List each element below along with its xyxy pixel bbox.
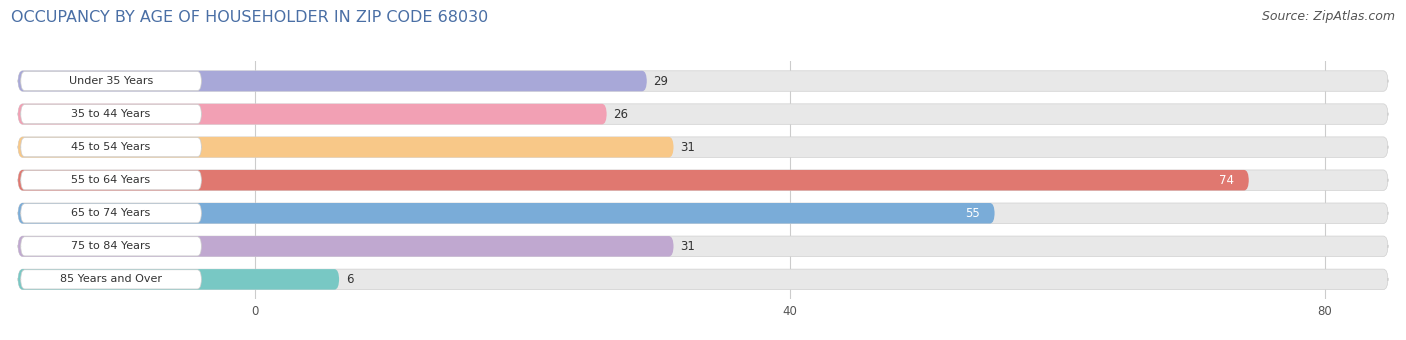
FancyBboxPatch shape bbox=[18, 269, 339, 290]
Text: OCCUPANCY BY AGE OF HOUSEHOLDER IN ZIP CODE 68030: OCCUPANCY BY AGE OF HOUSEHOLDER IN ZIP C… bbox=[11, 10, 488, 25]
FancyBboxPatch shape bbox=[18, 71, 1388, 91]
FancyBboxPatch shape bbox=[21, 237, 201, 256]
FancyBboxPatch shape bbox=[18, 203, 1388, 223]
FancyBboxPatch shape bbox=[18, 104, 1388, 124]
FancyBboxPatch shape bbox=[18, 137, 673, 157]
FancyBboxPatch shape bbox=[18, 104, 606, 124]
FancyBboxPatch shape bbox=[21, 171, 201, 190]
FancyBboxPatch shape bbox=[18, 137, 1388, 157]
FancyBboxPatch shape bbox=[21, 204, 201, 223]
FancyBboxPatch shape bbox=[18, 71, 647, 91]
FancyBboxPatch shape bbox=[21, 71, 201, 91]
Text: 31: 31 bbox=[681, 141, 695, 154]
Text: 85 Years and Over: 85 Years and Over bbox=[60, 274, 162, 284]
FancyBboxPatch shape bbox=[18, 236, 1388, 257]
FancyBboxPatch shape bbox=[18, 203, 994, 223]
FancyBboxPatch shape bbox=[21, 270, 201, 289]
Text: 75 to 84 Years: 75 to 84 Years bbox=[72, 241, 150, 251]
FancyBboxPatch shape bbox=[21, 104, 201, 124]
Text: 26: 26 bbox=[613, 107, 628, 121]
Text: 65 to 74 Years: 65 to 74 Years bbox=[72, 208, 150, 218]
FancyBboxPatch shape bbox=[18, 236, 673, 257]
Text: 6: 6 bbox=[346, 273, 353, 286]
Text: 45 to 54 Years: 45 to 54 Years bbox=[72, 142, 150, 152]
Text: 29: 29 bbox=[654, 74, 668, 87]
FancyBboxPatch shape bbox=[18, 170, 1249, 190]
Text: 31: 31 bbox=[681, 240, 695, 253]
FancyBboxPatch shape bbox=[18, 170, 1388, 190]
FancyBboxPatch shape bbox=[18, 269, 1388, 290]
Text: 35 to 44 Years: 35 to 44 Years bbox=[72, 109, 150, 119]
Text: 55 to 64 Years: 55 to 64 Years bbox=[72, 175, 150, 185]
Text: 74: 74 bbox=[1219, 174, 1234, 187]
FancyBboxPatch shape bbox=[21, 138, 201, 157]
Text: 55: 55 bbox=[965, 207, 980, 220]
Text: Under 35 Years: Under 35 Years bbox=[69, 76, 153, 86]
Text: Source: ZipAtlas.com: Source: ZipAtlas.com bbox=[1261, 10, 1395, 23]
